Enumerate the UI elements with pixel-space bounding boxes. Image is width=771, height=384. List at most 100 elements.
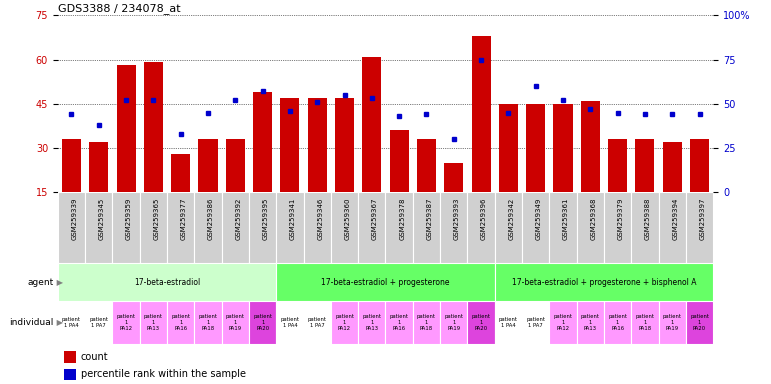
Text: GSM259339: GSM259339 [72,198,77,240]
FancyBboxPatch shape [549,192,577,263]
Bar [526,104,545,192]
FancyBboxPatch shape [631,301,658,344]
Text: GSM259397: GSM259397 [699,198,705,240]
FancyBboxPatch shape [577,192,604,263]
FancyBboxPatch shape [113,192,140,263]
Bar [335,98,354,192]
FancyBboxPatch shape [221,301,249,344]
FancyBboxPatch shape [85,192,113,263]
Text: patient
1
PA19: patient 1 PA19 [663,314,682,331]
FancyBboxPatch shape [522,192,549,263]
Text: GSM259349: GSM259349 [536,198,542,240]
FancyBboxPatch shape [194,301,221,344]
Text: GSM259377: GSM259377 [180,198,187,240]
FancyBboxPatch shape [167,301,194,344]
Text: GSM259359: GSM259359 [126,198,132,240]
FancyBboxPatch shape [58,192,85,263]
FancyBboxPatch shape [440,301,467,344]
Text: GDS3388 / 234078_at: GDS3388 / 234078_at [58,3,180,14]
Text: GSM259388: GSM259388 [645,198,651,240]
Text: 17-beta-estradiol: 17-beta-estradiol [134,278,200,287]
Text: GSM259378: GSM259378 [399,198,405,240]
Bar [171,154,190,192]
Text: patient
1
PA13: patient 1 PA13 [144,314,163,331]
Bar [635,139,655,192]
FancyBboxPatch shape [495,263,713,301]
Bar [198,139,217,192]
Text: GSM259361: GSM259361 [563,198,569,240]
Bar [662,142,682,192]
Bar [362,56,382,192]
Text: patient
1 PA4: patient 1 PA4 [62,317,81,328]
Bar [554,104,573,192]
Text: patient
1
PA20: patient 1 PA20 [690,314,709,331]
FancyBboxPatch shape [467,192,495,263]
Text: GSM259379: GSM259379 [618,198,624,240]
FancyBboxPatch shape [194,192,221,263]
FancyBboxPatch shape [113,301,140,344]
Text: patient
1
PA19: patient 1 PA19 [226,314,245,331]
FancyBboxPatch shape [495,192,522,263]
Text: GSM259386: GSM259386 [208,198,214,240]
Text: GSM259392: GSM259392 [235,198,241,240]
Bar [89,142,109,192]
FancyBboxPatch shape [412,192,440,263]
Text: patient
1 PA7: patient 1 PA7 [89,317,108,328]
FancyBboxPatch shape [85,301,113,344]
FancyBboxPatch shape [386,301,412,344]
FancyBboxPatch shape [631,192,658,263]
FancyBboxPatch shape [276,192,304,263]
Text: patient
1
PA19: patient 1 PA19 [444,314,463,331]
Bar [444,162,463,192]
FancyBboxPatch shape [412,301,440,344]
Text: GSM259346: GSM259346 [317,198,323,240]
Text: patient
1
PA18: patient 1 PA18 [198,314,217,331]
Text: GSM259387: GSM259387 [426,198,433,240]
FancyBboxPatch shape [65,351,76,363]
FancyBboxPatch shape [522,301,549,344]
Text: percentile rank within the sample: percentile rank within the sample [81,369,246,379]
Bar [472,36,490,192]
Text: patient
1
PA18: patient 1 PA18 [417,314,436,331]
FancyBboxPatch shape [577,301,604,344]
Text: patient
1
PA16: patient 1 PA16 [171,314,190,331]
FancyBboxPatch shape [58,301,85,344]
Text: patient
1 PA4: patient 1 PA4 [281,317,299,328]
Text: ▶: ▶ [54,278,63,287]
Text: patient
1 PA7: patient 1 PA7 [308,317,327,328]
FancyBboxPatch shape [467,301,495,344]
Bar [308,98,327,192]
Text: GSM259396: GSM259396 [481,198,487,240]
Text: GSM259368: GSM259368 [591,198,596,240]
Text: count: count [81,352,109,362]
FancyBboxPatch shape [495,301,522,344]
FancyBboxPatch shape [221,192,249,263]
FancyBboxPatch shape [276,301,304,344]
Bar [226,139,245,192]
Text: patient
1
PA20: patient 1 PA20 [253,314,272,331]
Text: patient
1 PA7: patient 1 PA7 [526,317,545,328]
Text: patient
1
PA13: patient 1 PA13 [362,314,382,331]
Text: GSM259367: GSM259367 [372,198,378,240]
Text: patient
1
PA12: patient 1 PA12 [554,314,573,331]
Text: patient
1
PA16: patient 1 PA16 [389,314,409,331]
Text: 17-beta-estradiol + progesterone + bisphenol A: 17-beta-estradiol + progesterone + bisph… [512,278,696,287]
Text: patient
1
PA18: patient 1 PA18 [635,314,655,331]
FancyBboxPatch shape [549,301,577,344]
FancyBboxPatch shape [359,192,386,263]
Bar [417,139,436,192]
FancyBboxPatch shape [331,192,359,263]
Bar [253,92,272,192]
Text: patient
1
PA20: patient 1 PA20 [472,314,490,331]
Text: GSM259342: GSM259342 [508,198,514,240]
Bar [281,98,299,192]
FancyBboxPatch shape [65,369,76,380]
Text: GSM259365: GSM259365 [153,198,160,240]
Bar [690,139,709,192]
FancyBboxPatch shape [58,263,276,301]
FancyBboxPatch shape [140,301,167,344]
FancyBboxPatch shape [331,301,359,344]
FancyBboxPatch shape [604,192,631,263]
FancyBboxPatch shape [686,301,713,344]
Text: 17-beta-estradiol + progesterone: 17-beta-estradiol + progesterone [322,278,449,287]
